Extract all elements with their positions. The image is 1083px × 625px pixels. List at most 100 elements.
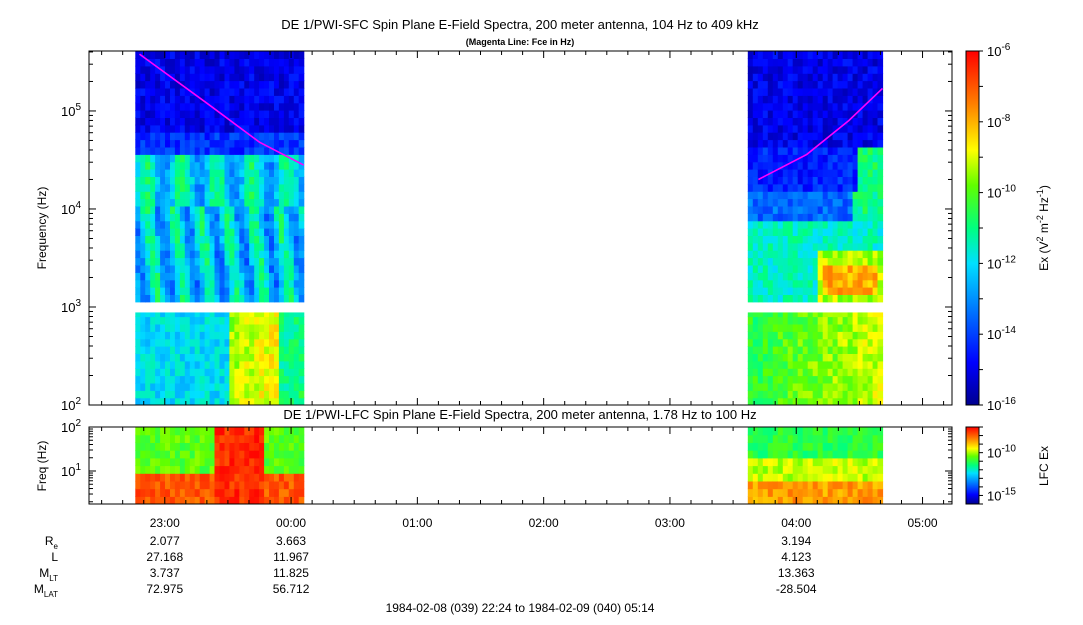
spectrogram-cell — [822, 161, 829, 170]
spectrogram-cell — [772, 58, 779, 67]
spectrogram-cell — [812, 176, 819, 185]
spectrogram-cell — [797, 360, 804, 369]
spectrogram-cell — [229, 375, 235, 384]
spectrogram-cell — [867, 183, 874, 192]
spectrogram-cell — [762, 390, 769, 399]
spectrogram-cell — [877, 279, 884, 288]
spectrogram-cell — [160, 132, 166, 141]
spectrogram-cell — [269, 146, 275, 155]
spectrogram-cell — [160, 264, 166, 273]
spectrogram-cell — [199, 434, 206, 443]
spectrogram-cell — [254, 480, 260, 490]
spectrogram-cell — [772, 457, 779, 467]
spectrogram-cell — [852, 390, 859, 399]
spectrogram-cell — [204, 382, 211, 391]
spectrogram-cell — [170, 279, 176, 288]
spectrogram-cell — [179, 235, 186, 244]
spectrogram-cell — [239, 279, 245, 288]
spectrogram-cell — [827, 390, 834, 399]
spectrogram-cell — [160, 309, 166, 318]
spectrogram-cell — [135, 434, 141, 443]
spectrogram-cell — [179, 496, 186, 504]
spectrogram-cell — [802, 250, 809, 259]
bottom-y-tick-label-base: 10 — [61, 420, 75, 435]
spectrogram-cell — [244, 58, 250, 67]
spectrogram-cell — [214, 368, 221, 377]
spectrogram-cell — [802, 146, 809, 155]
spectrogram-cell — [762, 465, 769, 474]
spectrogram-cell — [802, 353, 809, 362]
spectrogram-cell — [752, 87, 759, 96]
spectrogram-cell — [174, 235, 181, 244]
spectrogram-cell — [847, 220, 854, 229]
spectrogram-cell — [244, 375, 250, 384]
spectrogram-cell — [239, 154, 245, 163]
spectrogram-cell — [194, 110, 201, 118]
spectrogram-cell — [219, 316, 226, 325]
spectrogram-cell — [807, 257, 814, 266]
spectrogram-cell — [767, 80, 774, 89]
spectrogram-cell — [872, 368, 879, 377]
spectrogram-cell — [762, 368, 769, 377]
spectrogram-cell — [867, 368, 874, 377]
spectrogram-cell — [877, 87, 884, 96]
spectrogram-cell — [298, 198, 305, 207]
colorbar-tick-label-base: 10 — [987, 327, 1001, 342]
spectrogram-cell — [772, 250, 779, 259]
spectrogram-cell — [837, 176, 844, 185]
spectrogram-cell — [817, 346, 824, 354]
spectrogram-cell — [204, 331, 211, 340]
spectrogram-cell — [278, 442, 285, 451]
spectrogram-cell — [234, 146, 240, 155]
spectrogram-cell — [807, 331, 814, 340]
spectrogram-cell — [155, 228, 161, 236]
spectrogram-cell — [254, 465, 260, 474]
spectrogram-cell — [747, 397, 754, 405]
spectrogram-cell — [847, 488, 854, 497]
spectrogram-cell — [189, 323, 196, 332]
spectrogram-cell — [802, 338, 809, 347]
spectrogram-cell — [837, 390, 844, 399]
spectrogram-cell — [199, 58, 206, 67]
spectrogram-cell — [802, 434, 809, 443]
spectrogram-cell — [772, 183, 779, 192]
spectrogram-cell — [752, 473, 759, 482]
spectrogram-cell — [229, 434, 235, 443]
top-colorbar-label-text: Ex (V2 m-2 Hz-1) — [1035, 185, 1051, 271]
spectrogram-cell — [762, 146, 769, 155]
spectrogram-cell — [184, 488, 191, 497]
spectrogram-cell — [872, 346, 879, 354]
spectrogram-cell — [857, 496, 864, 504]
spectrogram-cell — [170, 154, 176, 163]
spectrogram-cell — [752, 95, 759, 104]
spectrogram-cell — [209, 427, 216, 436]
spectrogram-cell — [762, 257, 769, 266]
spectrogram-cell — [264, 465, 270, 474]
spectrogram-cell — [269, 309, 275, 318]
spectrogram-cell — [822, 235, 829, 244]
spectrogram-cell — [792, 176, 799, 185]
spectrogram-cell — [194, 323, 201, 332]
spectrogram-cell — [274, 161, 280, 170]
spectrogram-cell — [792, 257, 799, 266]
colorbar-label-part: Hz — [1037, 197, 1051, 215]
spectrogram-cell — [832, 442, 839, 451]
spectrogram-cell — [274, 132, 280, 141]
spectrogram-cell — [150, 294, 156, 303]
spectrogram-cell — [777, 73, 784, 82]
spectrogram-cell — [209, 488, 216, 497]
spectrogram-cell — [155, 154, 161, 163]
spectrogram-cell — [772, 176, 779, 185]
spectrogram-cell — [135, 51, 141, 59]
spectrogram-cell — [264, 338, 270, 347]
spectrogram-cell — [837, 294, 844, 303]
spectrogram-cell — [867, 124, 874, 133]
spectrogram-cell — [264, 110, 270, 118]
spectrogram-cell — [822, 117, 829, 126]
spectrogram-cell — [214, 346, 221, 354]
spectrogram-cell — [199, 442, 206, 451]
spectrogram-cell — [787, 294, 794, 303]
spectrogram-cell — [877, 110, 884, 118]
spectrogram-cell — [747, 353, 754, 362]
spectrogram-cell — [867, 450, 874, 459]
